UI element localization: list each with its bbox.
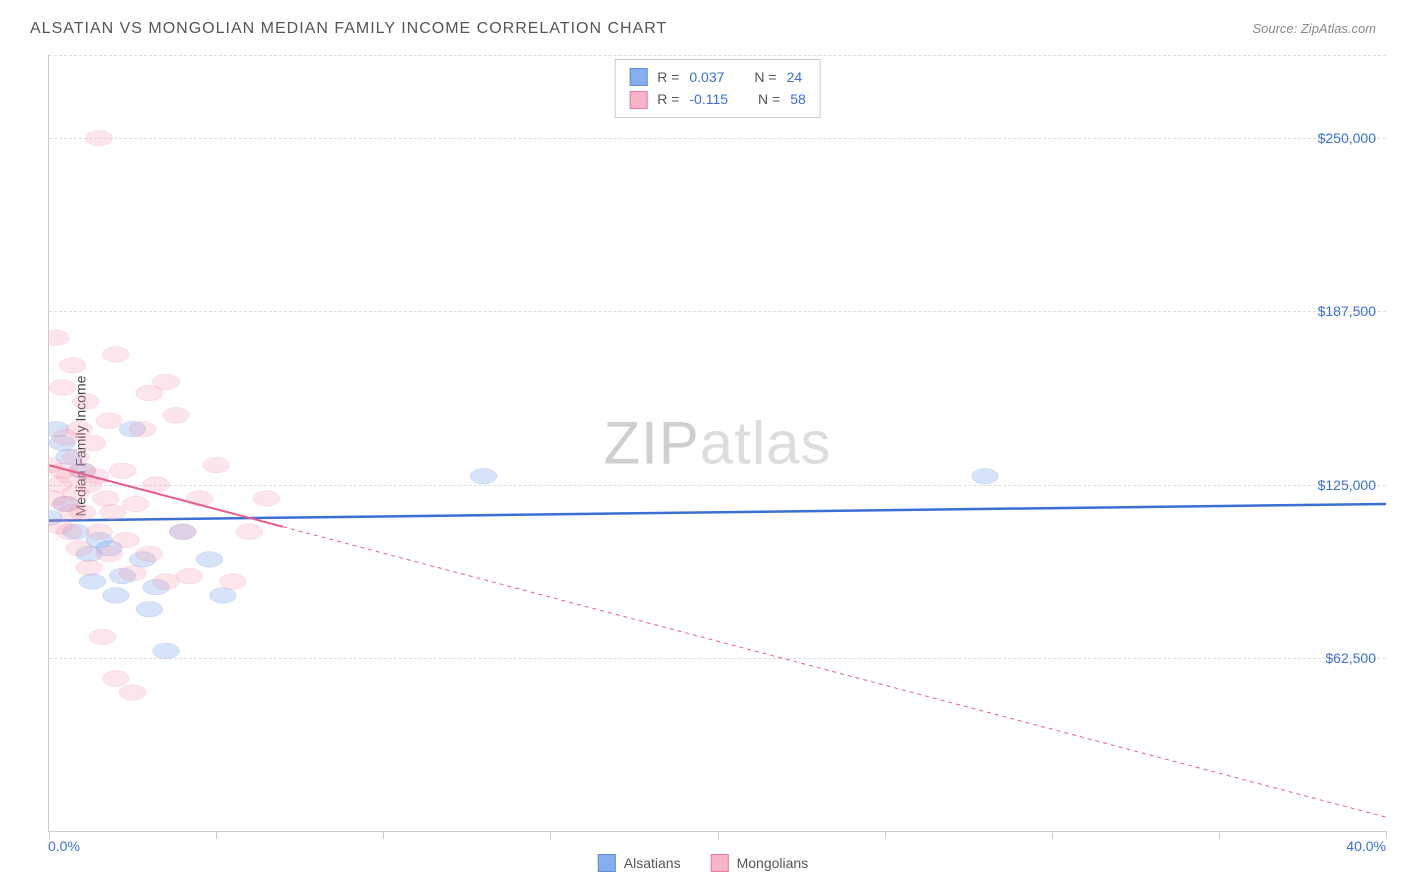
- legend-row-mongolians: R = -0.115 N = 58: [629, 88, 806, 110]
- data-point: [119, 565, 146, 581]
- data-point: [153, 643, 180, 659]
- swatch-pink: [629, 91, 647, 109]
- legend-item-mongolians: Mongolians: [711, 854, 809, 872]
- swatch-pink: [711, 854, 729, 872]
- data-point: [102, 588, 129, 604]
- data-point: [196, 552, 223, 568]
- data-point: [79, 574, 106, 590]
- data-point: [236, 524, 263, 540]
- data-point: [59, 358, 86, 374]
- scatter-plot: [49, 55, 1386, 831]
- data-point: [66, 541, 93, 557]
- data-point: [219, 574, 246, 590]
- source-label: Source: ZipAtlas.com: [1252, 21, 1376, 36]
- data-point: [99, 505, 126, 521]
- legend-item-alsatians: Alsatians: [598, 854, 681, 872]
- data-point: [123, 496, 150, 512]
- series-legend: Alsatians Mongolians: [598, 854, 808, 872]
- swatch-blue: [598, 854, 616, 872]
- data-point: [153, 574, 180, 590]
- n-value-mongolians: 58: [790, 88, 806, 110]
- correlation-legend: R = 0.037 N = 24 R = -0.115 N = 58: [614, 59, 821, 118]
- data-point: [49, 380, 76, 396]
- data-point: [136, 602, 163, 618]
- data-point: [113, 532, 140, 548]
- r-value-alsatians: 0.037: [689, 66, 724, 88]
- data-point: [79, 435, 106, 451]
- data-point: [169, 524, 196, 540]
- data-point: [96, 546, 123, 562]
- x-tick: [718, 831, 719, 839]
- trend-line-dashed: [283, 527, 1386, 817]
- legend-label-alsatians: Alsatians: [624, 855, 681, 871]
- data-point: [102, 347, 129, 363]
- x-tick: [885, 831, 886, 839]
- data-point: [86, 130, 113, 146]
- data-point: [89, 629, 116, 645]
- data-point: [86, 524, 113, 540]
- data-point: [119, 685, 146, 701]
- data-point: [972, 468, 999, 484]
- legend-label-mongolians: Mongolians: [737, 855, 809, 871]
- x-axis-max-label: 40.0%: [1346, 838, 1386, 854]
- x-tick: [1052, 831, 1053, 839]
- x-tick: [383, 831, 384, 839]
- data-point: [176, 568, 203, 584]
- x-tick: [1219, 831, 1220, 839]
- data-point: [136, 546, 163, 562]
- data-point: [62, 449, 89, 465]
- data-point: [129, 421, 156, 437]
- data-point: [82, 468, 109, 484]
- data-point: [92, 491, 119, 507]
- n-label: N =: [758, 88, 780, 110]
- data-point: [49, 330, 69, 346]
- data-point: [209, 588, 236, 604]
- data-point: [69, 505, 96, 521]
- x-tick: [216, 831, 217, 839]
- data-point: [203, 457, 230, 473]
- data-point: [109, 463, 136, 479]
- data-point: [253, 491, 280, 507]
- r-value-mongolians: -0.115: [689, 88, 728, 110]
- data-point: [163, 408, 190, 424]
- chart-title: ALSATIAN VS MONGOLIAN MEDIAN FAMILY INCO…: [30, 20, 667, 38]
- n-label: N =: [754, 66, 776, 88]
- swatch-blue: [629, 68, 647, 86]
- legend-row-alsatians: R = 0.037 N = 24: [629, 66, 806, 88]
- data-point: [102, 671, 129, 687]
- chart-area: ZIPatlas R = 0.037 N = 24 R = -0.115 N =…: [48, 55, 1386, 832]
- n-value-alsatians: 24: [787, 66, 803, 88]
- data-point: [66, 421, 93, 437]
- data-point: [96, 413, 123, 429]
- data-point: [72, 394, 99, 410]
- data-point: [470, 468, 497, 484]
- r-label: R =: [657, 88, 679, 110]
- data-point: [76, 560, 103, 576]
- data-point: [56, 524, 83, 540]
- x-tick: [550, 831, 551, 839]
- r-label: R =: [657, 66, 679, 88]
- x-tick: [1386, 831, 1387, 839]
- data-point: [153, 374, 180, 390]
- x-axis-min-label: 0.0%: [48, 838, 80, 854]
